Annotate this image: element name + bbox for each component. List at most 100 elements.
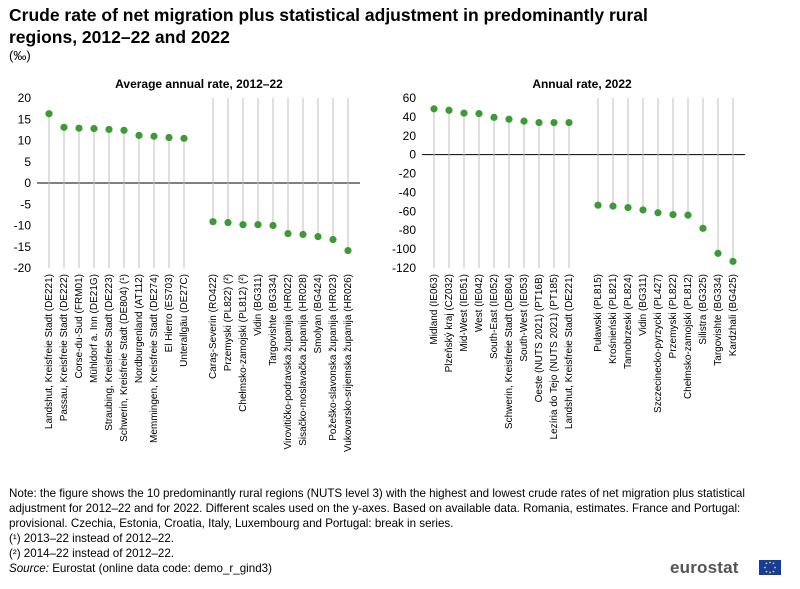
eu-flag-icon xyxy=(759,560,781,575)
notes: Note: the figure shows the 10 predominan… xyxy=(9,486,779,576)
panel-2-point xyxy=(699,224,707,232)
panel-2-category-label: Przemyski (PL822) xyxy=(668,274,679,358)
panel-2-category-label: Chełmsko-zamojski (PL812) xyxy=(683,274,694,399)
panel-1-category-label: Požeško-slavonska županija (HR023) xyxy=(328,274,339,441)
panel-2-y-tick-label: 20 xyxy=(403,129,417,143)
panel-2-point xyxy=(535,118,543,127)
eurostat-logo: eurostat xyxy=(670,558,792,578)
unit-label: (‰) xyxy=(9,48,31,63)
panel-2-category-label: Targovishte (BG334) xyxy=(713,274,724,366)
panel-2-y-tick-label: -100 xyxy=(392,242,416,256)
panel-2-title: Annual rate, 2022 xyxy=(532,77,632,91)
panel-1-category-label: Vukovarsko-srijemska županija (HR026) xyxy=(343,274,354,452)
panel-1-point xyxy=(75,124,83,132)
panel-1-point xyxy=(150,132,158,140)
panel-1-point xyxy=(105,125,113,134)
panel-1-point xyxy=(314,232,322,241)
panel-1-category-label: Targovishte (BG334) xyxy=(268,274,279,366)
panel-1-y-tick-label: 10 xyxy=(18,134,32,148)
panel-2-point xyxy=(475,109,483,118)
panel-2-point xyxy=(714,249,722,257)
panel-2-point xyxy=(654,209,662,217)
panel-1-category-label: Nordburgenland (AT112) xyxy=(134,274,145,383)
panel-1-point xyxy=(90,125,98,133)
panel-1-category-label: Caraş-Severin (RO422) xyxy=(208,274,219,379)
source-line: Source: Eurostat (online data code: demo… xyxy=(9,561,779,576)
panel-1-point xyxy=(135,131,143,139)
panel-2-category-label: Kardzhali (BG425) xyxy=(728,274,739,356)
panel-1-point xyxy=(239,221,247,229)
footnote-1: (¹) 2013–22 instead of 2012–22. xyxy=(9,532,175,545)
panel-1-category-label: Przemyski (PL822) (²) xyxy=(223,274,234,371)
panel-2-point xyxy=(430,105,438,113)
panel-2-category-label: Szczecinecko-pyrzycki (PL427) xyxy=(653,274,664,413)
panel-1-category-label: El Hierro (ES703) xyxy=(164,274,175,352)
panel-2-point xyxy=(520,117,528,125)
panel-2-y-tick-label: -60 xyxy=(399,204,417,218)
panel-1-y-tick-label: 15 xyxy=(18,112,32,126)
panel-2-category-label: Oeste (NUTS 2021) (PT16B) xyxy=(534,274,545,402)
panel-1-category-label: Vidin (BG311) xyxy=(253,274,264,336)
panel-1-title: Average annual rate, 2012–22 xyxy=(115,77,283,91)
panel-1-point xyxy=(269,221,277,230)
panel-1-category-label: Unterallgäu (DE27C) xyxy=(179,274,190,367)
panel-2-point xyxy=(639,206,647,214)
panel-2-category-label: Tarnobrzeski (PL824) xyxy=(623,274,634,369)
panel-2-y-tick-label: -80 xyxy=(399,223,417,237)
charts-canvas: Average annual rate, 2012–22 20 15 10 5 0 -5 -1… xyxy=(14,77,745,452)
panel-1-category-label: Passau, Kreisfreie Stadt (DE222) xyxy=(59,274,70,421)
panel-1-y-tick-label: 5 xyxy=(24,155,31,169)
panel-2-category-label: Silistra (BG325) xyxy=(698,274,709,345)
panel-2-category-label: Krośnieński (PL821) xyxy=(608,274,619,364)
panel-1-category-label: Chełmsko-zamojski (PL812) (²) xyxy=(238,274,249,412)
panel-2-category-label: Vidin (BG311) xyxy=(638,274,649,336)
panel-1-category-label: Landshut, Kreisfreie Stadt (DE221) xyxy=(44,274,55,429)
panel-2-point xyxy=(624,203,632,212)
panel-2-point xyxy=(490,113,498,121)
panel-1-y-tick-label: 20 xyxy=(18,91,32,105)
panel-2-category-label: Lezíria do Tejo (NUTS 2021) (PT185) xyxy=(549,274,560,439)
panel-1-point xyxy=(344,246,352,255)
panel-1-category-label: Virovitičko-podravska županija (HR022) xyxy=(283,274,294,449)
logo-text: eurostat xyxy=(670,558,739,577)
panel-1-point xyxy=(284,229,292,238)
panel-2-category-label: Mid-West (IE051) xyxy=(459,274,470,352)
panel-2-category-label: Plzeňský kraj (CZ032) xyxy=(444,274,455,372)
chart-title: Crude rate of net migration plus statist… xyxy=(9,5,648,47)
note-main: Note: the figure shows the 10 predominan… xyxy=(9,487,745,530)
panel-2-category-label: Schwerin, Kreisfreie Stadt (DE804) xyxy=(504,274,515,429)
panel-1-category-label: Straubing, Kreisfreie Stadt (DE223) xyxy=(104,274,115,431)
panel-1-point xyxy=(254,221,262,229)
panel-2-category-label: Midland (IE063) xyxy=(429,274,440,345)
panel-2-y-tick-label: 60 xyxy=(403,91,417,105)
panel-2-y-tick-label: 40 xyxy=(403,110,417,124)
panel-1-y-tick-label: 0 xyxy=(24,176,31,190)
panel-2-category-label: West (IE042) xyxy=(474,274,485,332)
panel-1-category-label: Mühldorf a. Inn (DE21G) xyxy=(89,274,100,383)
panel-1-point xyxy=(299,230,307,239)
panel-2-y-tick-label: -20 xyxy=(399,167,417,181)
source-text: Eurostat (online data code: demo_r_gind3… xyxy=(48,562,272,575)
panel-1-category-label: Sisačko-moslavačka županija (HR028) xyxy=(298,274,309,446)
panel-1-point xyxy=(224,218,232,227)
panel-2-point xyxy=(594,201,602,209)
panel-1-y-tick-label: -5 xyxy=(20,197,31,211)
panel-2-y-tick-label: -40 xyxy=(399,185,417,199)
panel-2-point xyxy=(684,211,692,219)
panel-1-point xyxy=(165,133,173,142)
source-label: Source: xyxy=(9,562,49,575)
panel-2-category-label: Puławski (PL815) xyxy=(593,274,604,352)
panel-2-y-tick-label: -120 xyxy=(392,261,416,275)
panel-1-category-label: Smolyan (BG424) xyxy=(313,274,324,353)
panel-1-point xyxy=(45,110,53,118)
panel-2-point xyxy=(460,109,468,117)
panel-2-point xyxy=(669,211,677,219)
panel-1-y-tick-label: -20 xyxy=(14,261,32,275)
panel-1-category-label: Schwerin, Kreisfreie Stadt (DE804) (¹) xyxy=(119,274,130,442)
panel-1-category-label: Memmingen, Kreisfreie Stadt (DE274) xyxy=(149,274,160,443)
panel-2-point xyxy=(609,202,617,210)
panel-1-y-tick-label: -15 xyxy=(14,240,32,254)
panel-2-category-label: Landshut, Kreisfreie Stadt (DE221) xyxy=(564,274,575,429)
panel-1-y-tick-label: -10 xyxy=(14,219,32,233)
panel-1-category-label: Corse-du-Sud (FRM01) xyxy=(74,274,85,378)
